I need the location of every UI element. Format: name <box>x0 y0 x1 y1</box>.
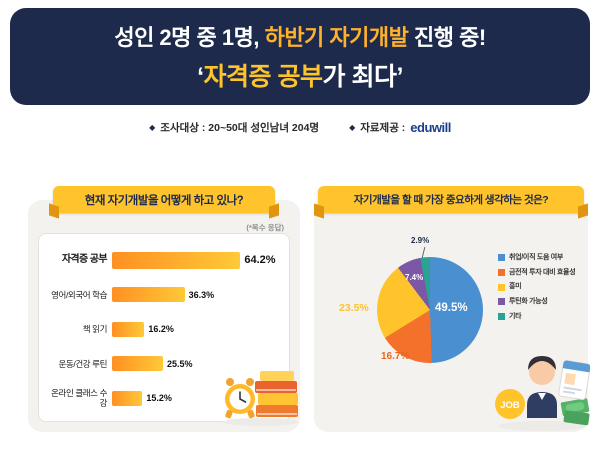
headline-line1-highlight: 하반기 자기개발 <box>264 25 409 50</box>
close-quote: ’ <box>396 63 403 91</box>
bar-track: 25.5% <box>112 356 281 372</box>
job-badge: JOB <box>495 389 525 419</box>
bar-category-label: 온라인 클래스 수강 <box>51 388 107 409</box>
bar-row: 온라인 클래스 수강 15.2% <box>47 381 281 416</box>
bar-category-label: 자격증 공부 <box>61 254 108 266</box>
legend-label: 흥미 <box>509 283 522 291</box>
bar-fill <box>112 356 163 372</box>
bar-fill <box>112 251 241 269</box>
bar-row: 영어/외국어 학습 36.3% <box>47 278 281 313</box>
bar-category-label: 운동/건강 루틴 <box>58 358 108 369</box>
bar-value-label: 15.2% <box>146 393 172 404</box>
pie-chart <box>377 257 483 363</box>
pie-value-label: 16.7% <box>381 351 410 362</box>
bar-chart-title-ribbon: 현재 자기개발을 어떻게 하고 있나? <box>53 186 275 213</box>
legend-swatch <box>498 298 505 306</box>
bar-row: 운동/건강 루틴 25.5% <box>47 347 281 382</box>
bar-track: 16.2% <box>112 321 281 337</box>
headline-line2-highlight: 자격증 공부 <box>203 63 323 91</box>
character <box>527 356 557 418</box>
survey-text: 조사대상 : 20~50대 성인남녀 204명 <box>160 122 320 134</box>
pie-value-label: 23.5% <box>339 302 369 314</box>
legend-swatch <box>498 313 505 321</box>
eduwill-logo: eduwill <box>410 120 451 135</box>
bar-fill <box>112 321 145 337</box>
shadow <box>223 418 299 426</box>
alarm-clock-icon <box>225 378 255 419</box>
bar-fill <box>112 287 185 303</box>
legend-item: 루틴화 가능성 <box>498 298 575 306</box>
bar-value-label: 36.3% <box>188 289 215 300</box>
legend-item: 금전적 투자 대비 효율성 <box>498 268 576 277</box>
headline-line1: 성인 2명 중 1명, 하반기 자기개발 진행 중! <box>114 20 486 52</box>
legend-swatch <box>498 283 505 291</box>
survey-info: ◆ 조사대상 : 20~50대 성인남녀 204명 <box>149 120 319 135</box>
open-quote: ‘ <box>197 63 204 91</box>
bar-chart-panel: 현재 자기개발을 어떻게 하고 있나? (*복수 응답) 자격증 공부 64.2%… <box>28 186 300 432</box>
bar-category-label: 영어/외국어 학습 <box>51 289 107 300</box>
legend-swatch <box>498 254 505 262</box>
diamond-icon: ◆ <box>149 122 156 132</box>
shadow <box>498 421 586 431</box>
legend-item: 기타 <box>498 313 575 321</box>
legend-label: 루틴화 가능성 <box>509 298 548 306</box>
legend-label: 기타 <box>509 312 522 320</box>
pie-value-label: 7.4% <box>405 273 424 282</box>
bar-track: 36.3% <box>112 287 281 303</box>
job-badge-label: JOB <box>500 400 520 411</box>
money-icon <box>560 398 590 426</box>
headline-line2-suffix: 가 최다 <box>322 63 397 91</box>
book-stack <box>255 371 298 417</box>
source-text: 자료제공 : <box>360 122 406 134</box>
id-card-icon <box>558 360 590 401</box>
bar-category-label: 책 읽기 <box>82 324 108 335</box>
multi-answer-note: (*복수 응답) <box>246 223 284 232</box>
headline-banner: 성인 2명 중 1명, 하반기 자기개발 진행 중! ‘자격증 공부가 최다’ <box>10 8 590 105</box>
bar-value-label: 64.2% <box>244 254 276 267</box>
pie-wrap: 49.5% 16.7% 23.5% 7.4% 2.9% <box>339 236 483 363</box>
legend-item: 취업/이직 도움 여부 <box>498 254 575 262</box>
legend-item: 흥미 <box>498 283 575 291</box>
headline-line1-suffix: 진행 중! <box>408 25 486 50</box>
bar-value-label: 25.5% <box>167 358 193 369</box>
bar-track: 15.2% <box>112 390 281 406</box>
bar-row: 자격증 공부 64.2% <box>47 243 281 278</box>
pie-chart-panel: 자기개발을 할 때 가장 중요하게 생각하는 것은? 49.5% 16.7% 23.… <box>314 186 590 432</box>
legend-label: 금전적 투자 대비 효율성 <box>509 268 576 276</box>
pie-value-label: 2.9% <box>411 236 430 245</box>
books-and-clock-illustration <box>223 371 299 426</box>
bar-row: 책 읽기 16.2% <box>47 312 281 347</box>
bar-track: 64.2% <box>112 251 281 269</box>
legend-swatch <box>498 269 505 277</box>
job-seeker-illustration: JOB <box>495 356 590 431</box>
headline-line1-prefix: 성인 2명 중 1명, <box>114 25 265 50</box>
pie-chart-title-ribbon: 자기개발을 할 때 가장 중요하게 생각하는 것은? <box>318 186 584 213</box>
source-info: ◆ 자료제공 : eduwill <box>349 120 451 135</box>
bar-fill <box>112 390 143 406</box>
pie-value-label: 49.5% <box>435 302 468 314</box>
diamond-icon: ◆ <box>349 122 356 132</box>
headline-line2: ‘자격증 공부가 최다’ <box>197 57 403 93</box>
legend-label: 취업/이직 도움 여부 <box>509 254 564 261</box>
meta-row: ◆ 조사대상 : 20~50대 성인남녀 204명 ◆ 자료제공 : eduwi… <box>0 120 600 135</box>
bar-value-label: 16.2% <box>148 324 174 335</box>
